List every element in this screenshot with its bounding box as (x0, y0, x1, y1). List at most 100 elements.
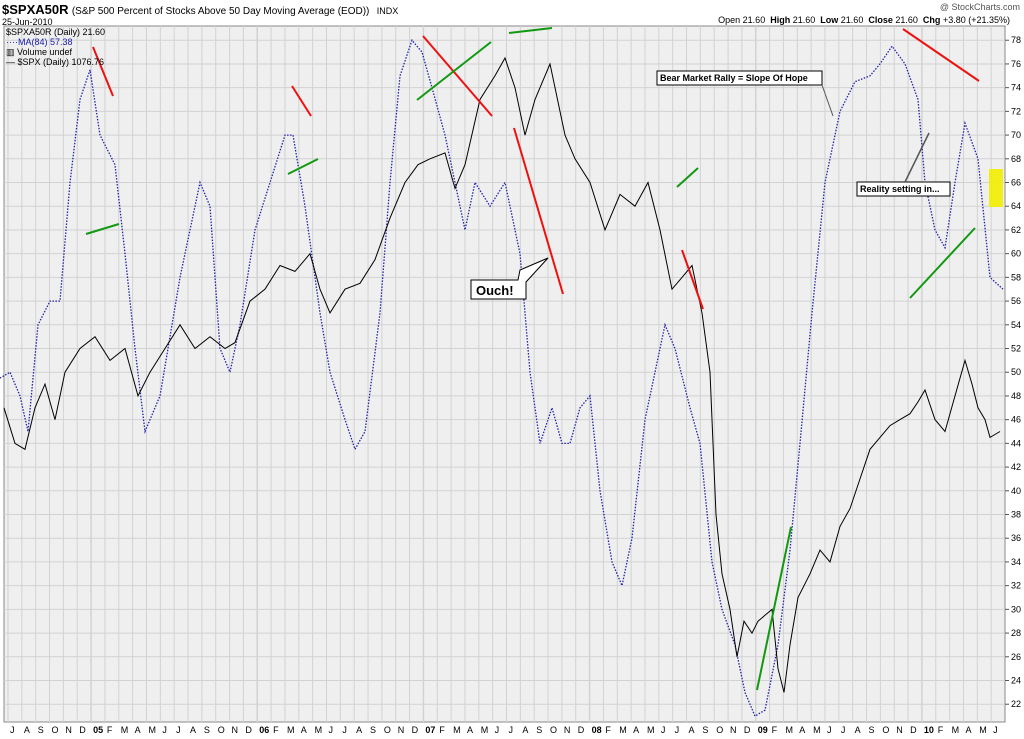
y-tick-label: 46 (1011, 415, 1021, 425)
y-tick-label: 34 (1011, 557, 1021, 567)
y-tick-label: 26 (1011, 652, 1021, 662)
x-tick-label: M (481, 725, 489, 735)
chg-value: +3.80 (+21.35%) (942, 15, 1010, 25)
y-tick-label: 66 (1011, 178, 1021, 188)
x-tick-label: 08 (592, 725, 602, 735)
gridlines (4, 26, 1005, 722)
y-tick-label: 68 (1011, 154, 1021, 164)
chart-date: 25-Jun-2010 (2, 17, 53, 27)
close-value: 21.60 (895, 15, 918, 25)
x-tick-label: M (952, 725, 960, 735)
x-tick-label: S (38, 725, 44, 735)
green-trendline (676, 167, 699, 188)
chart-legend: $SPXA50R (Daily) 21.60 ····MA(84) 57.38 … (6, 27, 105, 67)
x-tick-label: F (273, 725, 279, 735)
x-tick-label: F (107, 725, 113, 735)
green-trendline (756, 526, 792, 691)
x-tick-label: M (287, 725, 295, 735)
x-tick-label: D (245, 725, 252, 735)
x-tick-label: J (827, 725, 832, 735)
x-tick-label: O (716, 725, 723, 735)
slope-of-hope-box (656, 70, 823, 86)
x-tick-label: A (356, 725, 362, 735)
x-tick-label: A (135, 725, 141, 735)
y-tick-label: 56 (1011, 296, 1021, 306)
red-trendline (513, 127, 564, 295)
x-tick-label: A (467, 725, 473, 735)
x-tick-label: A (855, 725, 861, 735)
green-trendline (909, 227, 976, 299)
red-trendline (681, 249, 704, 310)
x-tick-label: A (190, 725, 196, 735)
x-tick-label: N (65, 725, 72, 735)
x-tick-label: J (661, 725, 666, 735)
x-tick-label: D (79, 725, 86, 735)
legend-main: $SPXA50R (Daily) 21.60 (6, 27, 106, 37)
x-tick-label: M (619, 725, 627, 735)
x-tick-label: S (204, 725, 210, 735)
open-value: 21.60 (742, 15, 766, 25)
x-tick-label: N (232, 725, 239, 735)
y-tick-label: 30 (1011, 604, 1021, 614)
ohlc-readout: Open 21.60 High 21.60 Low 21.60 Close 21… (718, 15, 1010, 25)
x-tick-label: O (52, 725, 59, 735)
y-tick-label: 28 (1011, 628, 1021, 638)
x-tick-label: N (730, 725, 737, 735)
y-tick-label: 64 (1011, 201, 1021, 211)
chg-label: Chg (922, 15, 941, 25)
x-tick-label: S (702, 725, 708, 735)
x-tick-label: M (315, 725, 323, 735)
y-tick-label: 38 (1011, 510, 1021, 520)
y-tick-label: 78 (1011, 35, 1021, 45)
x-tick-label: 07 (425, 725, 435, 735)
x-tick-label: O (218, 725, 225, 735)
y-tick-label: 54 (1011, 320, 1021, 330)
slope-of-hope-pointer (821, 84, 834, 117)
x-tick-label: A (522, 725, 528, 735)
x-tick-label: J (328, 725, 333, 735)
y-tick-label: 72 (1011, 106, 1021, 116)
x-tick-label: M (979, 725, 987, 735)
x-tick-label: J (993, 725, 998, 735)
x-tick-label: D (910, 725, 917, 735)
reality-annotation: Reality setting in... (856, 132, 951, 197)
legend-spx: — $SPX (Daily) 1076.76 (6, 57, 105, 67)
y-tick-label: 70 (1011, 130, 1021, 140)
x-tick-label: M (148, 725, 156, 735)
red-trendline (291, 85, 312, 117)
x-tick-label: 06 (259, 725, 269, 735)
red-trendline (902, 28, 980, 82)
x-tick-label: 09 (758, 725, 768, 735)
slope-of-hope-label: Bear Market Rally = Slope Of Hope (660, 73, 808, 83)
x-tick-label: N (564, 725, 571, 735)
y-tick-label: 48 (1011, 391, 1021, 401)
x-tick-label: A (965, 725, 971, 735)
green-trendline (508, 27, 553, 34)
x-tick-label: F (439, 725, 445, 735)
stockcharts-watermark: @ StockCharts.com (939, 2, 1020, 12)
green-trendline (287, 158, 319, 175)
ma-series-line (0, 38, 1004, 718)
red-trendline (422, 35, 493, 117)
x-tick-label: A (301, 725, 307, 735)
legend-volume: ▥ Volume undef (6, 47, 73, 57)
highlight-box (989, 169, 1003, 207)
reality-label: Reality setting in... (860, 184, 940, 194)
ouch-callout-box (470, 257, 549, 300)
x-tick-label: D (578, 725, 585, 735)
y-tick-label: 36 (1011, 533, 1021, 543)
red-trendline (92, 46, 114, 97)
y-axis: 22 24 26 28 30 32 34 36 38 40 42 44 46 48 50 52 54 56 58 60… (1005, 35, 1021, 709)
y-tick-label: 22 (1011, 699, 1021, 709)
x-tick-label: M (813, 725, 821, 735)
x-tick-label: J (841, 725, 846, 735)
high-label: High (770, 15, 791, 25)
x-tick-label: O (882, 725, 889, 735)
symbol: $SPXA50R (2, 2, 69, 17)
symbol-description: (S&P 500 Percent of Stocks Above 50 Day … (71, 6, 370, 17)
x-tick-label: A (689, 725, 695, 735)
x-tick-label: F (605, 725, 611, 735)
x-tick-label: S (536, 725, 542, 735)
x-tick-label: M (121, 725, 128, 735)
